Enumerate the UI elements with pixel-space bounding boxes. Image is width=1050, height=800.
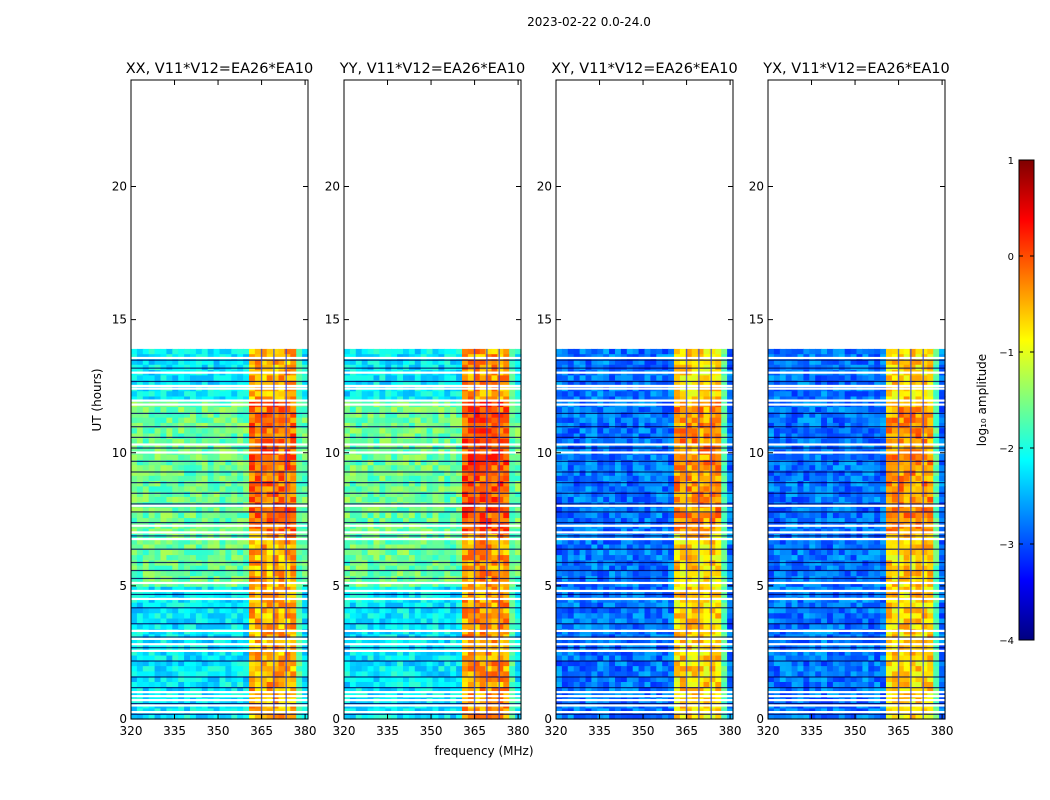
heatmap-cells	[768, 348, 946, 720]
colorbar-tick-label: −3	[999, 540, 1014, 551]
y-tick-label: 20	[749, 180, 764, 194]
x-tick-label: 335	[800, 724, 823, 738]
y-tick-label: 20	[537, 180, 552, 194]
panel-title: XX, V11*V12=EA26*EA10	[126, 61, 314, 77]
y-tick-label: 0	[119, 712, 127, 726]
x-tick-label: 365	[463, 724, 486, 738]
x-tick-label: 350	[844, 724, 867, 738]
x-tick-label: 380	[294, 724, 317, 738]
x-tick-label: 365	[675, 724, 698, 738]
panel-title: XY, V11*V12=EA26*EA10	[551, 61, 737, 77]
x-tick-label: 365	[887, 724, 910, 738]
y-tick-label: 15	[112, 313, 127, 327]
y-tick-label: 10	[537, 446, 552, 460]
panel-1: YY, V11*V12=EA26*EA10 320 335 350 365 380 0 5 10…	[325, 61, 530, 738]
y-tick-label: 0	[544, 712, 552, 726]
x-tick-label: 380	[507, 724, 530, 738]
heatmap-cells	[344, 348, 522, 720]
y-tick-label: 15	[325, 313, 340, 327]
y-tick-label: 10	[749, 446, 764, 460]
x-tick-label: 365	[250, 724, 273, 738]
x-tick-label: 380	[931, 724, 954, 738]
axes-frame	[343, 79, 522, 720]
panel-0: XX, V11*V12=EA26*EA10 320 335 350 365 380 0 5 10…	[112, 61, 317, 738]
heatmap-cells	[131, 348, 309, 720]
colorbar-gradient	[1018, 159, 1035, 641]
colorbar-label: log₁₀ amplitude	[975, 354, 989, 446]
x-tick-label: 380	[719, 724, 742, 738]
colorbar-tick-label: −2	[999, 444, 1014, 455]
heatmap-cells	[556, 348, 734, 720]
y-tick-label: 5	[544, 579, 552, 593]
panel-3: YX, V11*V12=EA26*EA10 320 335 350 365 380 0 5 10…	[749, 61, 954, 738]
y-tick-label: 5	[756, 579, 764, 593]
colorbar: 1 0 −1 −2 −3 −4 log₁₀ amplitude	[975, 156, 1035, 647]
y-tick-label: 10	[325, 446, 340, 460]
panel-title: YY, V11*V12=EA26*EA10	[339, 61, 525, 77]
y-tick-label: 20	[112, 180, 127, 194]
colorbar-tick-label: 0	[1008, 252, 1014, 263]
x-tick-label: 350	[207, 724, 230, 738]
x-tick-label: 350	[632, 724, 655, 738]
panels: XX, V11*V12=EA26*EA10 320 335 350 365 380 0 5 10…	[112, 61, 954, 738]
x-tick-label: 335	[163, 724, 186, 738]
y-tick-label: 5	[332, 579, 340, 593]
colorbar-tick-label: −4	[999, 636, 1014, 647]
figure-suptitle: 2023-02-22 0.0-24.0	[527, 15, 651, 29]
x-tick-label: 320	[757, 724, 780, 738]
figure-ylabel: UT (hours)	[90, 368, 104, 431]
panel-2: XY, V11*V12=EA26*EA10 320 335 350 365 380 0 5 10…	[537, 61, 742, 738]
axes-frame	[767, 79, 946, 720]
y-tick-label: 0	[332, 712, 340, 726]
y-tick-label: 15	[749, 313, 764, 327]
x-tick-label: 320	[545, 724, 568, 738]
x-tick-label: 335	[588, 724, 611, 738]
panel-title: YX, V11*V12=EA26*EA10	[762, 61, 949, 77]
colorbar-tick-label: 1	[1008, 156, 1014, 167]
y-tick-label: 10	[112, 446, 127, 460]
y-tick-label: 15	[537, 313, 552, 327]
x-tick-label: 335	[376, 724, 399, 738]
figure-xlabel: frequency (MHz)	[434, 744, 533, 758]
colorbar-tick-label: −1	[999, 348, 1014, 359]
axes-frame	[130, 79, 309, 720]
y-tick-label: 5	[119, 579, 127, 593]
y-tick-label: 20	[325, 180, 340, 194]
x-tick-label: 320	[120, 724, 143, 738]
y-tick-label: 0	[756, 712, 764, 726]
x-tick-label: 320	[333, 724, 356, 738]
x-tick-label: 350	[420, 724, 443, 738]
axes-frame	[555, 79, 734, 720]
